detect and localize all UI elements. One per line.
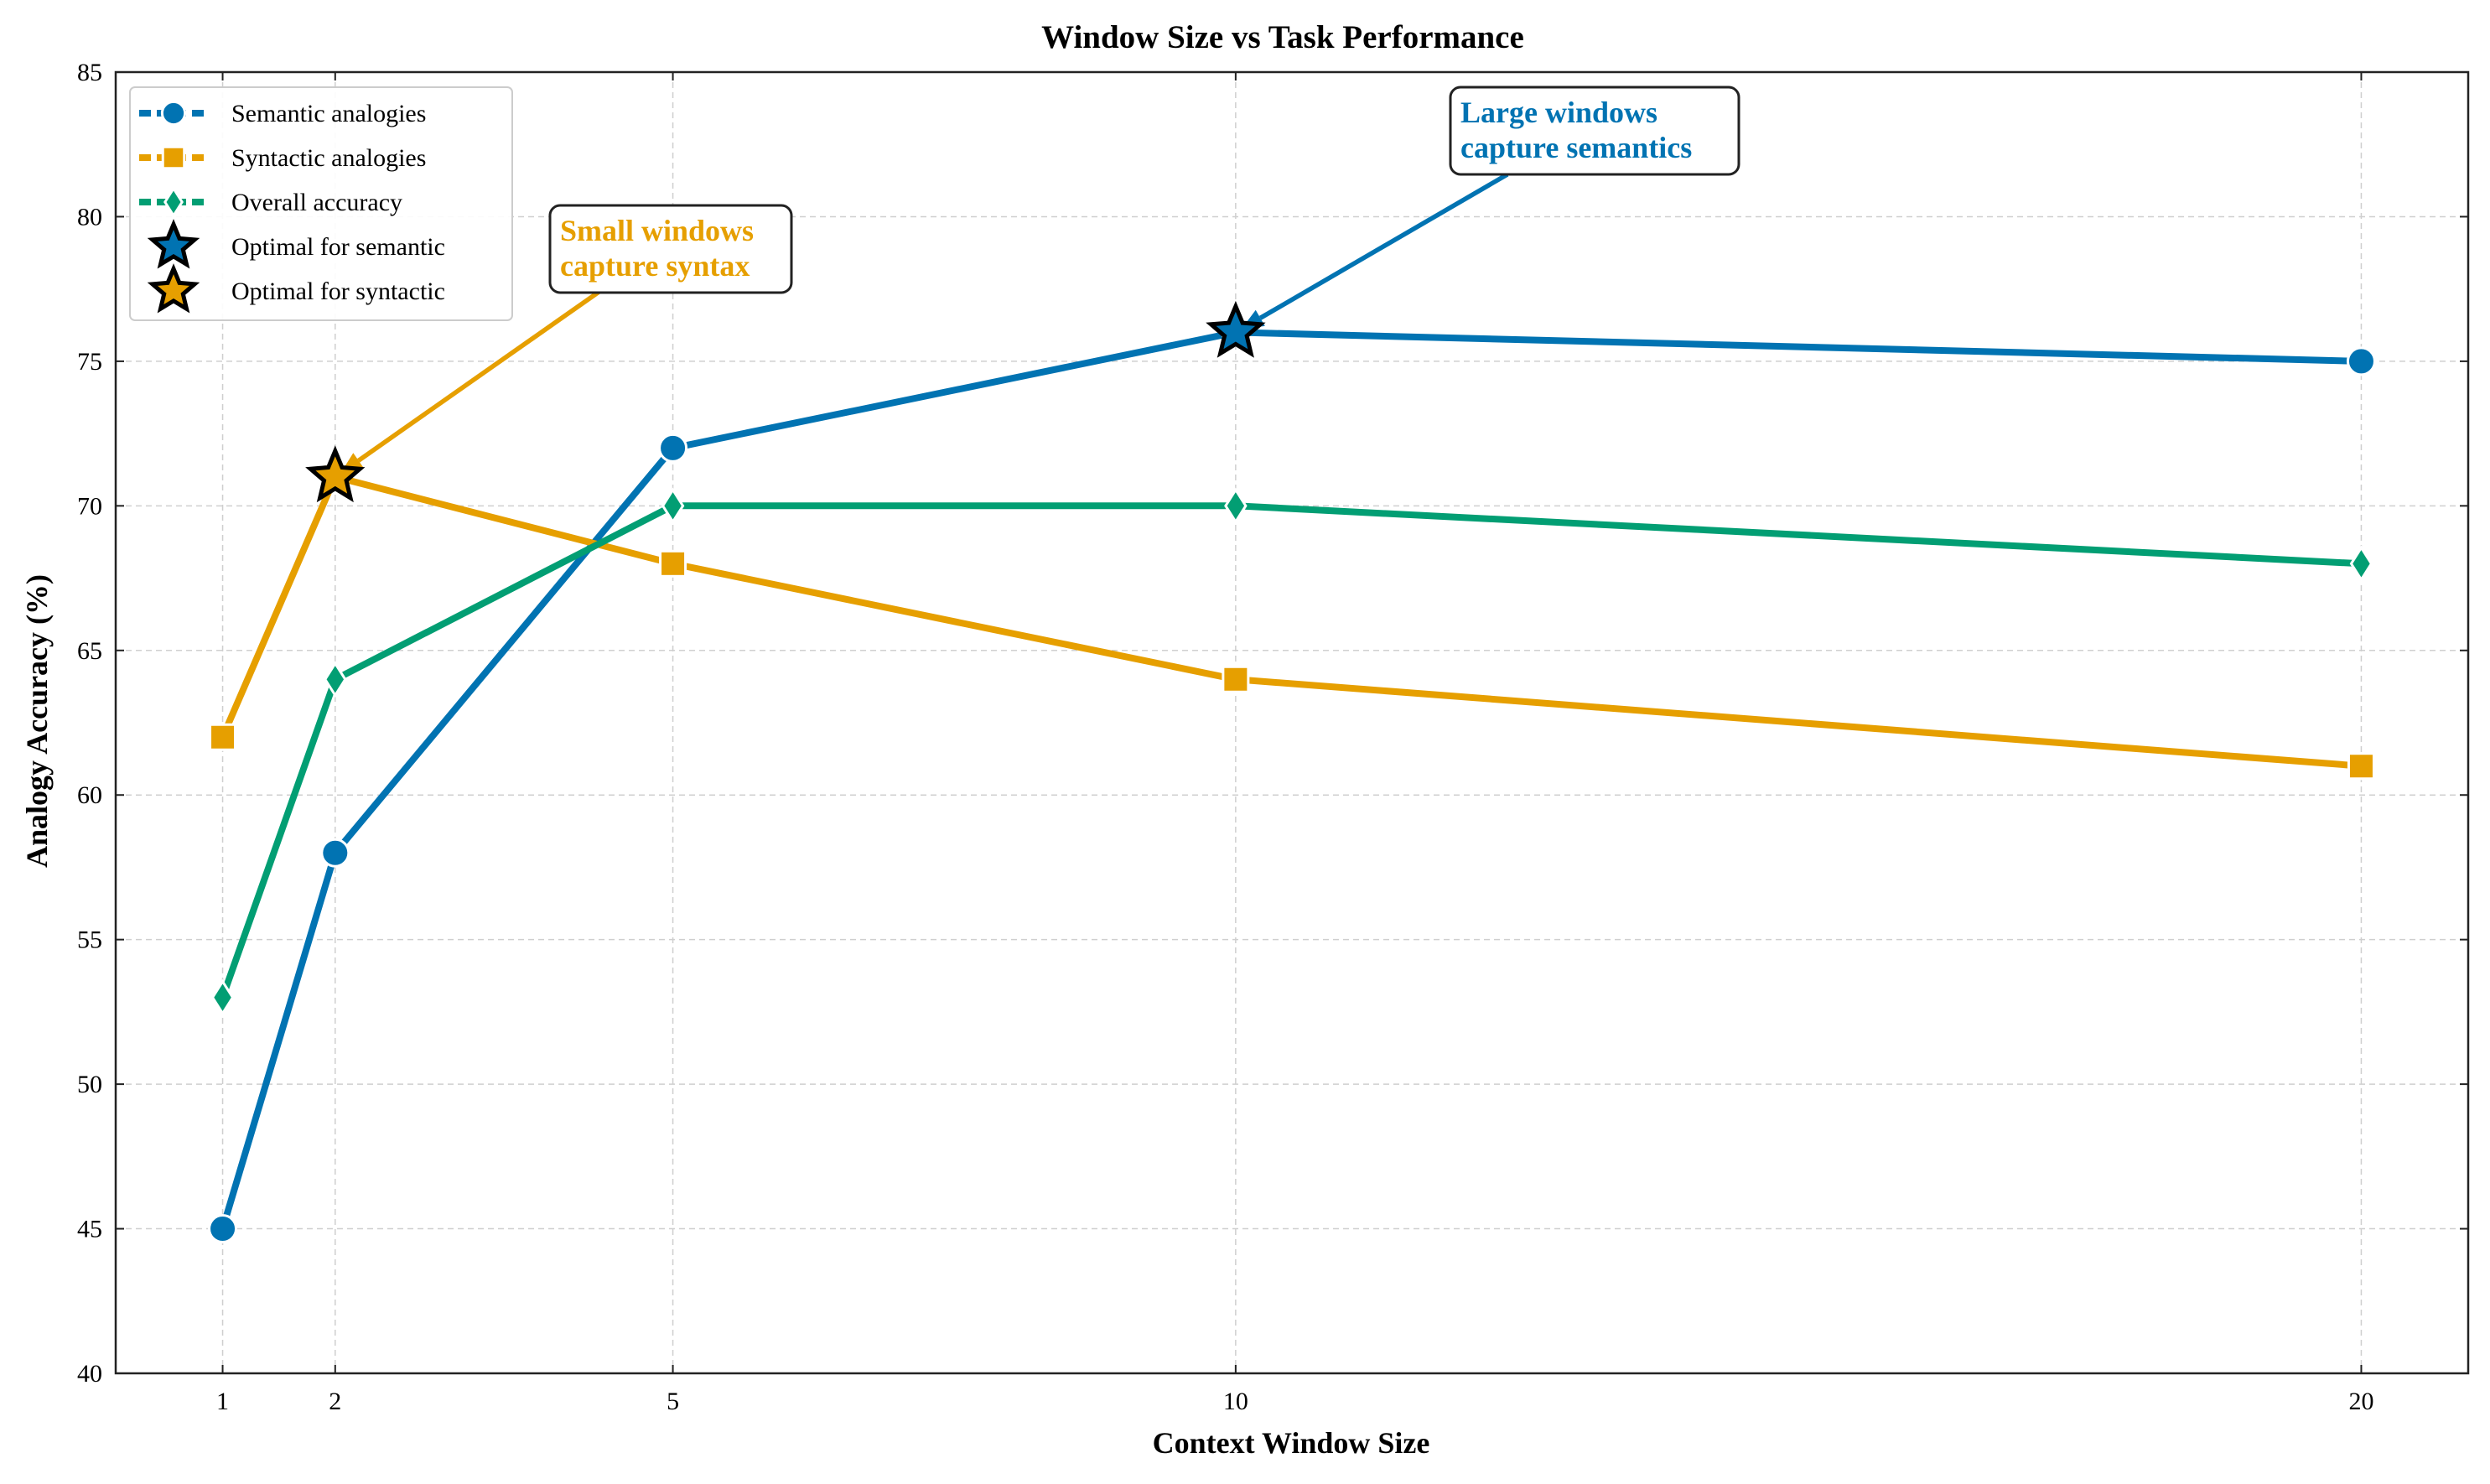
data-point: [320, 838, 350, 868]
x-tick-label: 2: [329, 1388, 341, 1415]
data-point: [208, 1214, 238, 1244]
x-axis-title: Context Window Size: [1153, 1426, 1430, 1460]
legend-marker: [147, 263, 200, 314]
legend-box: [129, 86, 513, 321]
y-tick-label: 80: [77, 203, 102, 231]
data-point: [210, 978, 235, 1016]
legend-label: Syntactic analogies: [231, 144, 426, 172]
y-tick-label: 70: [77, 492, 102, 520]
legend-marker: [147, 219, 200, 269]
x-tick-label: 1: [216, 1388, 229, 1415]
legend-label: Overall accuracy: [231, 189, 402, 216]
legend-entry: Semantic analogies: [139, 100, 426, 127]
legend-label: Semantic analogies: [231, 100, 426, 127]
x-tick-label: 5: [667, 1388, 679, 1415]
annotation-arrow: [357, 288, 602, 463]
y-tick-label: 40: [77, 1360, 102, 1388]
y-tick-label: 45: [77, 1216, 102, 1243]
legend: Semantic analogies Syntactic analogies Ove…: [129, 86, 513, 321]
annotation-text: Large windows: [1460, 96, 1657, 129]
data-point: [2346, 346, 2376, 376]
x-tick-label: 10: [1223, 1388, 1248, 1415]
legend-entry: Optimal for syntactic: [147, 263, 445, 314]
y-tick-label: 50: [77, 1071, 102, 1098]
annotation-box: [548, 204, 793, 294]
legend-label: Optimal for semantic: [231, 233, 445, 261]
data-point: [2349, 545, 2373, 583]
y-tick-label: 65: [77, 637, 102, 665]
highlight-star: [1206, 300, 1266, 358]
y-tick-label: 75: [77, 348, 102, 376]
legend-entry: Overall accuracy: [139, 186, 402, 218]
legend-marker: [161, 145, 186, 170]
data-point: [2347, 752, 2375, 781]
data-point: [209, 723, 237, 751]
y-axis-title: Analogy Accuracy (%): [20, 574, 54, 868]
data-point: [659, 549, 687, 578]
data-point: [324, 661, 347, 698]
data-point: [658, 433, 688, 463]
annotation-text: capture semantics: [1460, 131, 1692, 164]
y-tick-label: 55: [77, 926, 102, 954]
annotation-text: capture syntax: [560, 249, 750, 283]
annotation-arrow: [1258, 172, 1509, 320]
x-tick-label: 20: [2348, 1388, 2373, 1415]
y-tick-label: 60: [77, 781, 102, 809]
data-point: [1222, 665, 1250, 693]
legend-label: Optimal for syntactic: [231, 278, 445, 305]
plot-frame: [114, 70, 2470, 1375]
axes: 40 45 50 55 60 65 70 75 80 85 1 2 5 10 20: [77, 59, 2468, 1415]
legend-entry: Syntactic analogies: [139, 144, 426, 172]
annotation-text: Small windows: [560, 214, 754, 247]
chart-title: Window Size vs Task Performance: [1041, 19, 1524, 55]
data-point: [661, 487, 685, 525]
legend-marker: [163, 186, 184, 218]
highlight-star: [305, 445, 366, 503]
data-point: [1224, 487, 1248, 525]
y-tick-label: 85: [77, 59, 102, 86]
annotation-box: [1449, 86, 1740, 176]
legend-marker: [160, 100, 187, 127]
legend-entry: Optimal for semantic: [147, 219, 445, 269]
